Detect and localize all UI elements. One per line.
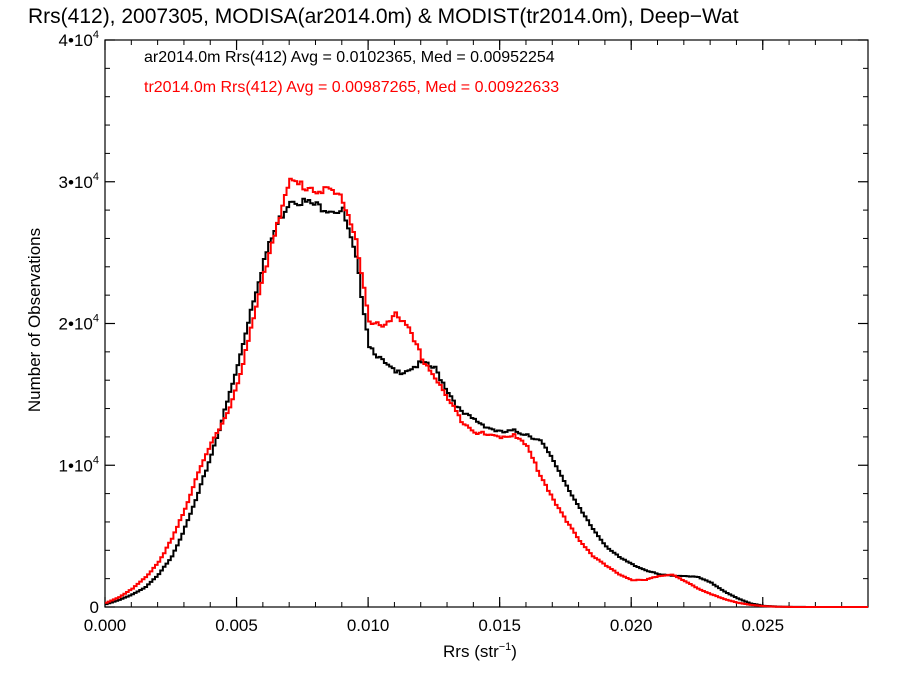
y-axis-label: Number of Observations (25, 228, 44, 412)
x-axis-ticks: 0.000 0.005 0.010 0.015 0.020 0.025 (84, 40, 843, 635)
plot-frame (104, 39, 869, 608)
series-line-0 (105, 197, 868, 608)
x-tick-label: 0.000 (84, 616, 127, 635)
series-line-1 (105, 177, 868, 608)
legend-entry-tr2014: tr2014.0m Rrs(412) Avg = 0.00987265, Med… (144, 79, 559, 96)
y-tick-label: 0 (90, 598, 99, 617)
y-tick-label: 3•104 (59, 171, 99, 192)
y-tick-label: 2•104 (59, 313, 99, 334)
y-tick-label: 4•104 (59, 29, 99, 50)
data-series-layer (105, 177, 868, 608)
x-tick-label: 0.025 (741, 616, 784, 635)
x-tick-label: 0.015 (478, 616, 521, 635)
y-axis-ticks: 0 1•104 2•104 3•104 4•104 (59, 29, 868, 617)
x-tick-label: 0.005 (215, 616, 258, 635)
x-tick-label: 0.010 (347, 616, 390, 635)
x-axis-label: Rrs (str−1) (443, 641, 517, 661)
legend-entry-ar2014: ar2014.0m Rrs(412) Avg = 0.0102365, Med … (144, 49, 555, 66)
x-tick-label: 0.020 (610, 616, 653, 635)
y-tick-label: 1•104 (59, 454, 99, 475)
chart-title: Rrs(412), 2007305, MODISA(ar2014.0m) & M… (28, 5, 739, 28)
